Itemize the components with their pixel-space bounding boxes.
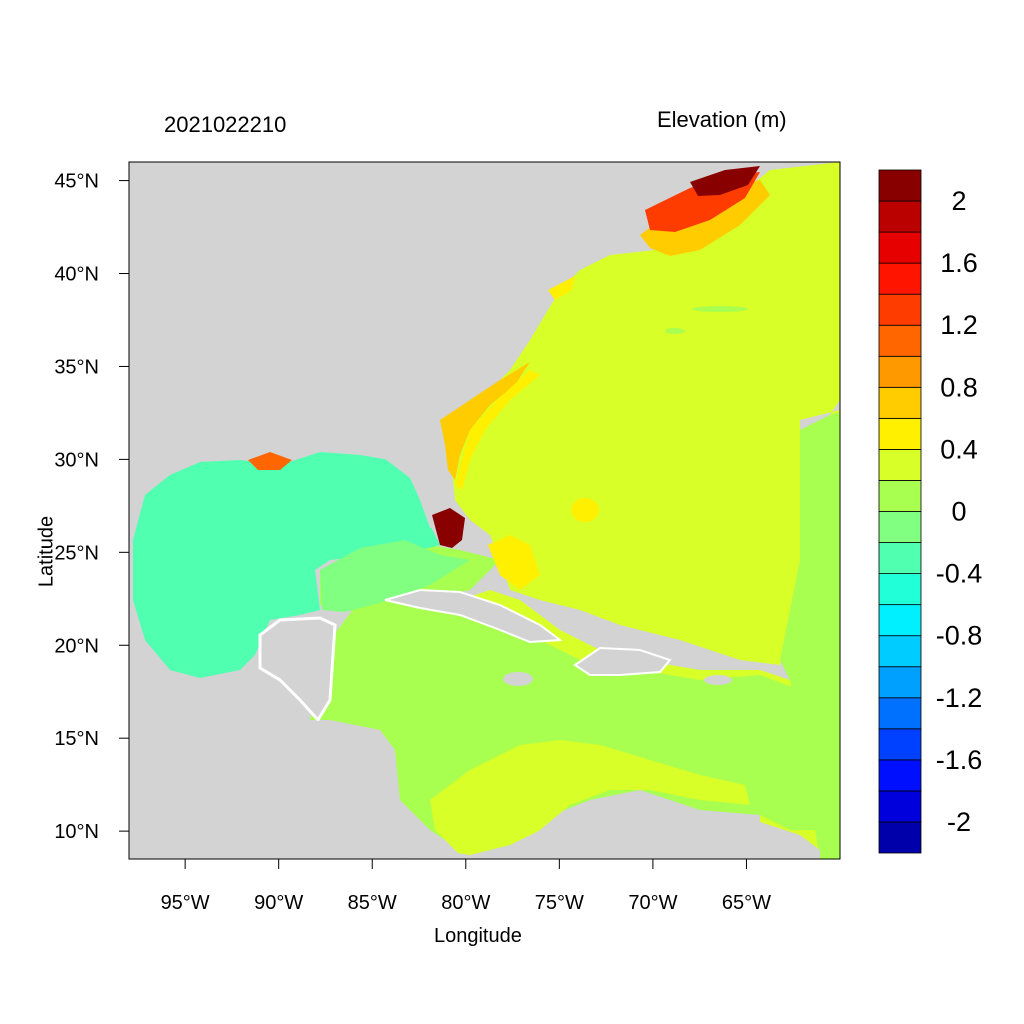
colorbar-swatch xyxy=(878,262,922,295)
bahamas-anomaly xyxy=(488,535,540,590)
colorbar-swatch xyxy=(878,355,922,388)
lat-tick-label: 45°N xyxy=(54,171,99,193)
colorbar-swatch xyxy=(878,231,922,264)
florida-land xyxy=(380,440,448,528)
colorbar-swatch xyxy=(878,449,922,481)
south-america-land xyxy=(400,800,820,859)
colorbar-swatch xyxy=(878,480,922,512)
lat-tick-label: 15°N xyxy=(54,728,99,750)
lon-tick-label: 80°W xyxy=(441,892,490,914)
colorbar-swatch xyxy=(878,790,922,823)
lon-tick-label: 65°W xyxy=(722,892,771,914)
colorbar-swatch xyxy=(878,324,922,357)
map-frame xyxy=(128,161,841,860)
cuba-land xyxy=(384,588,563,644)
colorbar-label: -2 xyxy=(947,807,971,837)
northeast-surge-core xyxy=(690,166,760,196)
colorbar-label: 1.2 xyxy=(940,310,978,340)
caribbean-sea-field xyxy=(310,540,820,850)
colorbar-swatch xyxy=(878,821,922,854)
ocean-streak-2 xyxy=(665,328,685,334)
colorbar-swatch xyxy=(878,759,922,792)
date-label: 2021022210 xyxy=(164,112,287,137)
gulf-north-coast-anomaly xyxy=(248,452,292,470)
y-axis-title: Latitude xyxy=(35,515,58,588)
colorbar-label: 0 xyxy=(951,497,966,527)
colorbar-label: -1.2 xyxy=(936,683,983,713)
colorbar-label: -0.8 xyxy=(936,621,983,651)
colorbar: -2 -1.6 -1.2 -0.8 -0.4 0 0.4 0.8 1.2 1.6 2 xyxy=(878,169,983,854)
florida-surge-anomaly xyxy=(432,508,465,548)
colorbar-swatch xyxy=(878,542,922,574)
longitude-ticks: 95°W 90°W 85°W 80°W 75°W 70°W 65°W xyxy=(161,859,771,914)
lat-tick-label: 10°N xyxy=(54,821,99,843)
gulf-of-mexico-field xyxy=(133,452,440,678)
lon-tick-label: 75°W xyxy=(535,892,584,914)
x-axis-title: Longitude xyxy=(434,925,522,947)
map-plot-area xyxy=(129,162,840,859)
mid-atlantic-coast-anomaly xyxy=(548,276,575,300)
colorbar-label: 0.8 xyxy=(940,372,978,402)
colorbar-swatch xyxy=(878,666,922,699)
lat-tick-label: 25°N xyxy=(54,542,99,564)
colorbar-swatch xyxy=(878,573,922,606)
colorbar-swatch xyxy=(878,169,922,202)
colorbar-label: 2 xyxy=(951,186,966,216)
lon-tick-label: 90°W xyxy=(254,892,303,914)
colorbar-swatch xyxy=(878,604,922,637)
colorbar-swatch xyxy=(878,697,922,730)
central-america-land xyxy=(129,720,400,859)
hispaniola-land xyxy=(573,646,672,676)
lon-tick-label: 70°W xyxy=(628,892,677,914)
colorbar-swatch xyxy=(878,386,922,419)
lat-tick-label: 40°N xyxy=(54,264,99,286)
lon-tick-label: 85°W xyxy=(348,892,397,914)
lat-tick-label: 35°N xyxy=(54,356,99,378)
southeast-coast-surge xyxy=(440,362,530,480)
ocean-streak-1 xyxy=(692,306,748,312)
colorbar-swatch xyxy=(878,511,922,543)
caribbean-south-band xyxy=(430,740,750,855)
southeast-coast-surge-outer xyxy=(455,370,540,490)
latitude-ticks: 45°N 40°N 35°N 30°N 25°N 20°N 15°N 10°N xyxy=(54,171,129,843)
colorbar-swatch xyxy=(878,728,922,761)
colorbar-label: -1.6 xyxy=(936,745,983,775)
yucatan-channel-field xyxy=(320,540,470,612)
lat-tick-label: 20°N xyxy=(54,635,99,657)
colorbar-label: 0.4 xyxy=(940,434,978,464)
colorbar-swatch xyxy=(878,417,922,450)
colorbar-label: -0.4 xyxy=(936,559,983,589)
colorbar-swatch xyxy=(878,293,922,326)
yucatan-land xyxy=(258,616,337,723)
lon-tick-label: 95°W xyxy=(161,892,210,914)
lat-tick-label: 30°N xyxy=(54,449,99,471)
colorbar-swatch xyxy=(878,635,922,668)
jamaica-land xyxy=(503,672,533,686)
mid-ocean-anomaly xyxy=(571,498,599,522)
variable-label: Elevation (m) xyxy=(657,107,787,132)
puerto-rico-land xyxy=(704,675,732,685)
colorbar-label: 1.6 xyxy=(940,248,978,278)
colorbar-swatch xyxy=(878,200,922,233)
eastern-atlantic-strip xyxy=(780,412,840,859)
